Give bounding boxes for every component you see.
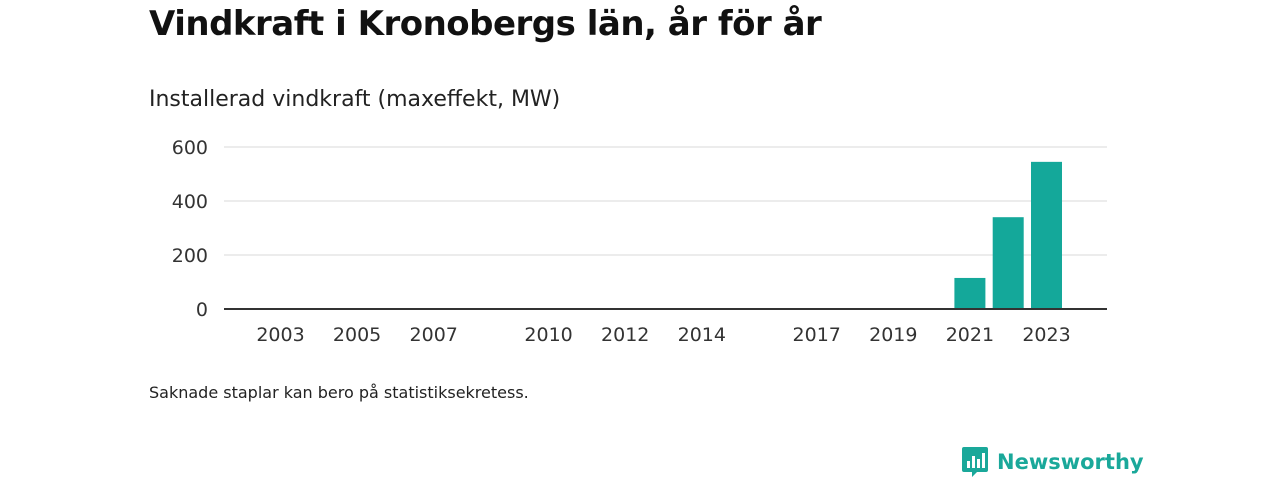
x-tick-label: 2019 xyxy=(869,324,917,346)
bars xyxy=(954,161,1062,309)
y-tick-label: 200 xyxy=(172,245,208,267)
y-tick-label: 0 xyxy=(196,299,208,321)
bar-2021 xyxy=(954,277,986,309)
chart-subtitle: Installerad vindkraft (maxeffekt, MW) xyxy=(149,87,561,112)
x-tick-label: 2023 xyxy=(1022,324,1070,346)
x-tick-label: 2017 xyxy=(793,324,841,346)
bar-2023 xyxy=(1031,161,1062,309)
chart-title: Vindkraft i Kronobergs län, år för år xyxy=(149,4,822,44)
newsworthy-logo[interactable]: Newsworthy xyxy=(961,446,1144,478)
x-tick-label: 2014 xyxy=(678,324,726,346)
bar-2022 xyxy=(992,217,1024,309)
x-tick-label: 2010 xyxy=(524,324,572,346)
y-tick-label: 400 xyxy=(172,191,208,213)
x-tick-label: 2003 xyxy=(256,324,304,346)
x-axis-ticks: 2003 2005 2007 2010 2012 2014 2017 2019 2021 2023 xyxy=(256,324,1070,346)
y-tick-label: 600 xyxy=(172,137,208,159)
newsworthy-logo-icon xyxy=(962,447,988,477)
x-tick-label: 2005 xyxy=(333,324,381,346)
x-tick-label: 2021 xyxy=(946,324,994,346)
footnote: Saknade staplar kan bero på statistiksek… xyxy=(149,383,529,402)
gridlines xyxy=(224,146,1107,256)
logo-text: Newsworthy xyxy=(997,450,1144,474)
x-tick-label: 2012 xyxy=(601,324,649,346)
x-tick-label: 2007 xyxy=(410,324,458,346)
y-axis-ticks: 0 200 400 600 xyxy=(172,137,208,321)
